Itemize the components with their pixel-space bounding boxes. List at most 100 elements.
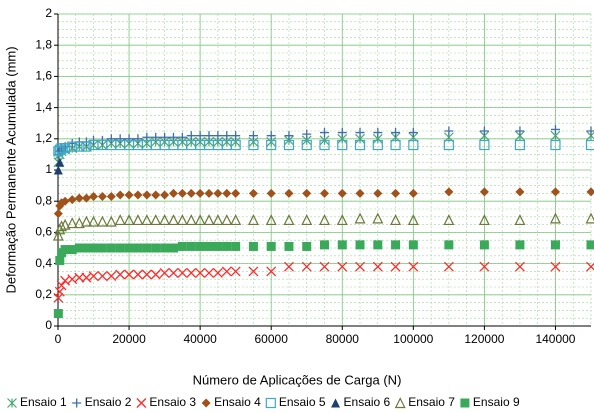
- point: [408, 188, 418, 198]
- point: [248, 131, 258, 141]
- point: [195, 241, 205, 251]
- point: [444, 126, 454, 136]
- point: [203, 214, 215, 226]
- point: [96, 215, 108, 227]
- point: [194, 214, 206, 226]
- point: [133, 134, 143, 144]
- point: [222, 241, 232, 251]
- point: [186, 131, 196, 141]
- point: [284, 188, 294, 198]
- point: [515, 187, 525, 197]
- point: [265, 214, 277, 226]
- point: [319, 261, 330, 272]
- point: [115, 243, 125, 253]
- point: [373, 240, 383, 250]
- point: [266, 131, 276, 141]
- point: [479, 187, 489, 197]
- point: [284, 241, 294, 251]
- point: [60, 196, 70, 206]
- point: [132, 214, 144, 226]
- point: [355, 188, 365, 198]
- legend-label: Ensaio 4: [214, 395, 261, 409]
- point: [123, 214, 135, 226]
- point: [266, 139, 277, 151]
- x-tick-label: 60000: [255, 332, 289, 346]
- point: [355, 128, 365, 138]
- point: [150, 214, 162, 226]
- point: [56, 280, 67, 291]
- point: [550, 240, 560, 250]
- point: [230, 266, 241, 277]
- y-tick-label: 1,4: [35, 100, 52, 114]
- point: [141, 269, 152, 280]
- x-tick-label: 40000: [183, 332, 217, 346]
- point: [247, 214, 259, 226]
- point: [88, 271, 99, 282]
- point: [74, 141, 85, 152]
- point: [81, 141, 92, 152]
- point: [320, 128, 329, 138]
- point: [266, 241, 276, 251]
- point: [97, 271, 108, 282]
- point: [115, 190, 125, 200]
- legend-label: Ensaio 1: [20, 395, 67, 409]
- point: [204, 241, 214, 251]
- legend-label: Ensaio 3: [149, 395, 196, 409]
- point: [89, 192, 99, 202]
- y-tick-label: 0,8: [35, 193, 52, 207]
- point: [478, 214, 490, 226]
- point: [151, 190, 161, 200]
- legend-marker: [265, 397, 276, 409]
- point: [67, 141, 78, 152]
- point: [55, 157, 65, 167]
- point: [222, 131, 232, 141]
- point: [195, 131, 205, 141]
- point: [55, 255, 65, 265]
- point: [133, 190, 143, 200]
- point: [372, 139, 383, 151]
- point: [53, 146, 64, 157]
- point: [302, 129, 312, 139]
- y-tick-label: 0,4: [35, 256, 52, 270]
- point: [355, 261, 365, 272]
- point: [60, 245, 70, 255]
- point: [337, 240, 347, 250]
- legend-marker: [72, 398, 82, 408]
- legend-marker: [136, 398, 147, 408]
- point: [56, 220, 68, 232]
- point: [372, 261, 383, 272]
- point: [160, 243, 170, 253]
- point: [106, 134, 116, 144]
- point: [124, 269, 135, 280]
- point: [132, 269, 143, 280]
- point: [204, 188, 214, 198]
- point: [337, 128, 347, 138]
- point: [66, 217, 78, 229]
- point: [212, 214, 224, 226]
- point: [124, 190, 134, 200]
- point: [168, 268, 179, 278]
- point: [67, 195, 77, 205]
- point: [479, 240, 489, 250]
- point: [514, 139, 526, 151]
- point: [89, 243, 99, 253]
- point: [53, 209, 63, 219]
- point: [213, 188, 223, 198]
- point: [177, 188, 187, 198]
- point: [549, 212, 561, 224]
- point: [67, 245, 77, 255]
- y-tick-label: 2: [45, 6, 52, 20]
- point: [52, 229, 64, 241]
- point: [81, 193, 91, 203]
- point: [59, 218, 71, 230]
- y-tick-label: 1,6: [35, 69, 52, 83]
- point: [54, 144, 65, 155]
- point: [74, 193, 84, 203]
- point: [213, 241, 223, 251]
- point: [372, 212, 384, 224]
- point: [150, 269, 161, 280]
- point: [186, 188, 196, 198]
- point: [221, 266, 232, 277]
- point: [231, 241, 241, 251]
